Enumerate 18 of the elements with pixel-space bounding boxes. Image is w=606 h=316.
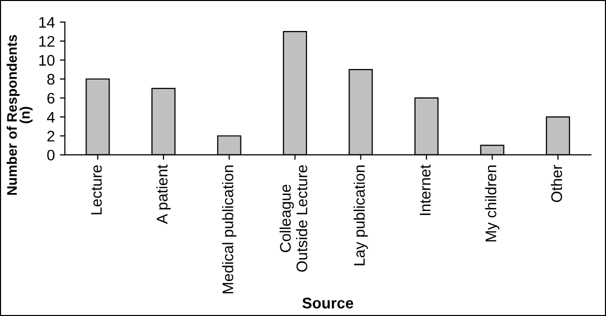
x-tick-label: Lecture [91, 165, 102, 214]
y-tick-label: 10 [39, 54, 55, 66]
y-axis-title: Number of Respondents (n) [6, 34, 33, 195]
y-tick-label: 4 [46, 112, 55, 122]
x-axis-title: Source [302, 298, 354, 308]
y-tick-label: 0 [47, 150, 55, 161]
y-tick-label: 14 [39, 17, 55, 28]
x-tick-label: A patient [156, 164, 171, 224]
x-tick-label: Lay publication [354, 166, 368, 266]
x-tick-label: Colleague Outside Lecture [280, 165, 308, 272]
x-tick-label: Internet [420, 164, 431, 215]
y-tick-label: 6 [47, 92, 54, 104]
y-tick-label: 2 [47, 130, 54, 142]
y-tick-label: 12 [39, 36, 54, 47]
y-tick-label: 8 [47, 74, 54, 85]
x-tick-label: Other [550, 164, 562, 202]
x-tick-label: My children [485, 166, 500, 242]
x-tick-label: Medical publication [222, 166, 236, 294]
